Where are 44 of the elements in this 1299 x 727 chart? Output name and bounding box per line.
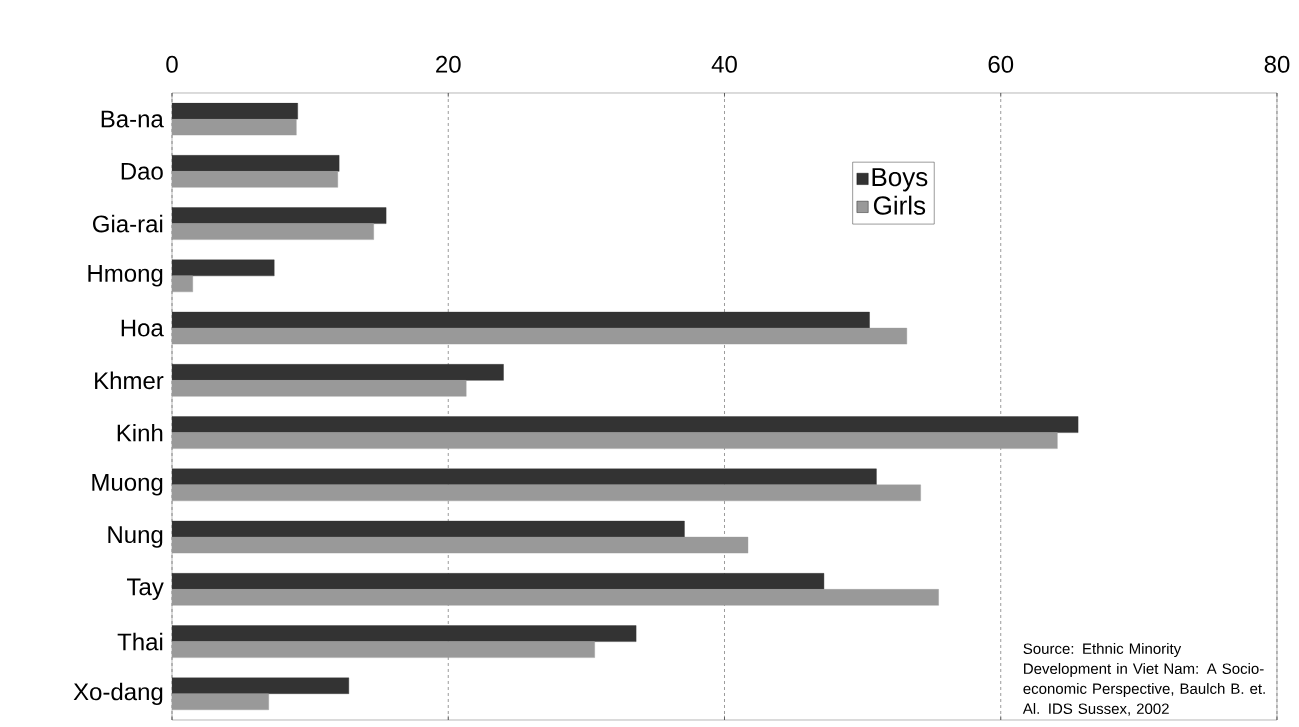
- bar: [172, 432, 1058, 449]
- bar: [172, 641, 595, 658]
- y-tick-label: Hoa: [121, 319, 164, 337]
- annotation: Source: Ethnic Minority Development in Viet Nam: A Socio-economic Perspective, Baulch B. et. Al. IDS Sussex, 2002: [1022, 643, 1265, 716]
- bar: [172, 311, 870, 329]
- bar: [172, 207, 387, 224]
- bar: [172, 364, 504, 381]
- bar: [172, 118, 297, 136]
- bar: [172, 573, 825, 590]
- y-tick-label: Nung: [108, 526, 163, 548]
- bar: [172, 625, 637, 642]
- bar: [172, 536, 749, 554]
- y-tick-label: Thai: [117, 632, 163, 651]
- legend-label: Girls: [873, 195, 926, 215]
- y-tick-label: Khmer: [95, 371, 164, 390]
- bar: [172, 155, 340, 172]
- bar: [172, 327, 908, 345]
- bar: [172, 677, 349, 695]
- y-tick-label: Muong: [92, 474, 163, 496]
- x-tick-label: 20: [436, 55, 461, 73]
- bar: [172, 468, 877, 486]
- bar: [172, 520, 685, 538]
- bar: [172, 223, 374, 240]
- legend-label: Boys: [872, 168, 928, 192]
- y-tick-label: Ba-na: [101, 110, 164, 128]
- bar: [172, 693, 269, 711]
- y-tick-label: Xo-dang: [73, 682, 163, 706]
- bar: [172, 275, 193, 293]
- y-tick-label: Kinh: [117, 423, 163, 442]
- bar: [172, 416, 1079, 433]
- y-tick-label: Hmong: [88, 265, 163, 287]
- bar: [172, 589, 939, 606]
- x-tick-label: 40: [711, 55, 737, 73]
- bar: [172, 259, 275, 277]
- bar: [172, 102, 298, 120]
- bar: [172, 171, 338, 188]
- y-tick-label: Tay: [126, 578, 164, 601]
- x-tick-label: 60: [988, 55, 1014, 73]
- bar: [172, 484, 921, 502]
- bar: [172, 380, 467, 397]
- y-tick-label: Gia-rai: [93, 214, 163, 233]
- y-tick-label: Dao: [121, 162, 163, 180]
- x-tick-label: 80: [1264, 55, 1290, 73]
- x-tick-label: 0: [166, 55, 178, 73]
